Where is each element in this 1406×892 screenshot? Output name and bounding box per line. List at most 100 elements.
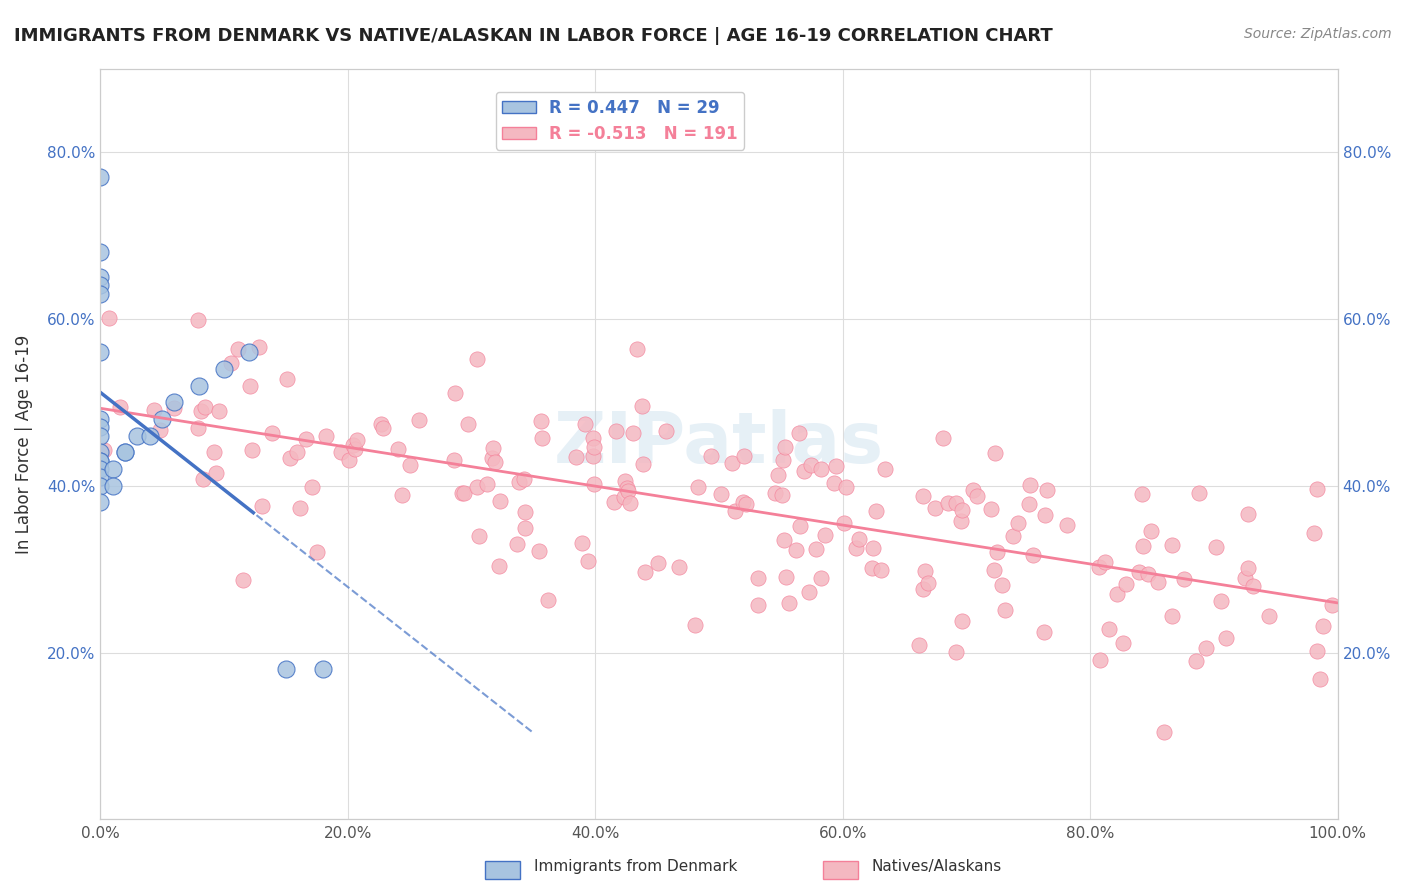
- Point: [399, 458, 422, 472]
- Point: [800, 458, 823, 472]
- Point: [647, 556, 669, 570]
- Point: [1115, 577, 1137, 591]
- Point: [221, 356, 243, 370]
- Point: [89, 462, 111, 476]
- Point: [188, 378, 211, 392]
- Point: [508, 475, 530, 490]
- Point: [576, 554, 599, 568]
- Point: [766, 468, 789, 483]
- Point: [614, 474, 637, 488]
- Point: [89, 445, 111, 459]
- Point: [150, 412, 173, 426]
- Point: [605, 424, 627, 438]
- Point: [163, 401, 186, 416]
- Point: [945, 496, 967, 510]
- Point: [924, 501, 946, 516]
- Point: [488, 559, 510, 574]
- Point: [875, 462, 897, 476]
- Point: [1056, 517, 1078, 532]
- Point: [962, 483, 984, 497]
- Point: [1112, 636, 1135, 650]
- Point: [870, 563, 893, 577]
- Point: [89, 278, 111, 293]
- Point: [616, 481, 638, 495]
- Point: [747, 599, 769, 613]
- Point: [249, 341, 271, 355]
- Point: [862, 541, 884, 555]
- Point: [238, 345, 260, 359]
- Point: [773, 441, 796, 455]
- Point: [789, 519, 811, 533]
- Point: [966, 489, 988, 503]
- Point: [1195, 640, 1218, 655]
- Point: [194, 401, 217, 415]
- Point: [274, 662, 297, 676]
- Point: [443, 452, 465, 467]
- Point: [1320, 598, 1343, 612]
- Point: [89, 270, 111, 285]
- Point: [387, 442, 409, 456]
- Point: [89, 478, 111, 492]
- Point: [212, 362, 235, 376]
- Point: [621, 425, 644, 440]
- Point: [700, 450, 723, 464]
- Point: [204, 466, 226, 480]
- Point: [537, 593, 560, 607]
- Point: [772, 488, 794, 502]
- Point: [991, 578, 1014, 592]
- Point: [932, 431, 955, 445]
- Point: [1312, 619, 1334, 633]
- Text: Source: ZipAtlas.com: Source: ZipAtlas.com: [1244, 27, 1392, 41]
- Point: [465, 352, 488, 367]
- Point: [489, 494, 512, 508]
- Point: [582, 449, 605, 463]
- Point: [848, 532, 870, 546]
- Point: [912, 582, 935, 596]
- Point: [190, 404, 212, 418]
- Point: [250, 499, 273, 513]
- Point: [631, 399, 654, 413]
- Point: [139, 428, 162, 442]
- Point: [565, 450, 588, 464]
- Point: [370, 417, 392, 431]
- Point: [731, 495, 754, 509]
- Point: [329, 444, 352, 458]
- Text: ZIPatlas: ZIPatlas: [554, 409, 884, 478]
- Point: [89, 470, 111, 484]
- Point: [89, 428, 111, 442]
- Point: [89, 286, 111, 301]
- Point: [312, 662, 335, 676]
- Point: [339, 452, 361, 467]
- Point: [983, 563, 1005, 577]
- Point: [1233, 571, 1256, 585]
- Point: [114, 445, 136, 459]
- Point: [1237, 561, 1260, 575]
- Point: [187, 312, 209, 326]
- Point: [747, 571, 769, 585]
- Point: [344, 442, 367, 456]
- Point: [832, 516, 855, 530]
- Point: [1021, 548, 1043, 562]
- Point: [686, 480, 709, 494]
- Point: [986, 545, 1008, 559]
- Point: [1007, 516, 1029, 530]
- Point: [994, 603, 1017, 617]
- Point: [294, 432, 316, 446]
- Point: [89, 453, 111, 467]
- Point: [481, 451, 503, 466]
- Point: [785, 542, 807, 557]
- Point: [453, 486, 475, 500]
- Point: [342, 437, 364, 451]
- Point: [582, 476, 605, 491]
- Point: [208, 403, 231, 417]
- Point: [515, 521, 537, 535]
- Point: [1087, 559, 1109, 574]
- Point: [238, 379, 260, 393]
- Point: [127, 428, 149, 442]
- Text: IMMIGRANTS FROM DENMARK VS NATIVE/ALASKAN IN LABOR FORCE | AGE 16-19 CORRELATION: IMMIGRANTS FROM DENMARK VS NATIVE/ALASKA…: [14, 27, 1053, 45]
- Point: [617, 483, 640, 498]
- Point: [1209, 594, 1232, 608]
- Point: [619, 496, 641, 510]
- Point: [98, 311, 121, 326]
- Point: [1205, 540, 1227, 554]
